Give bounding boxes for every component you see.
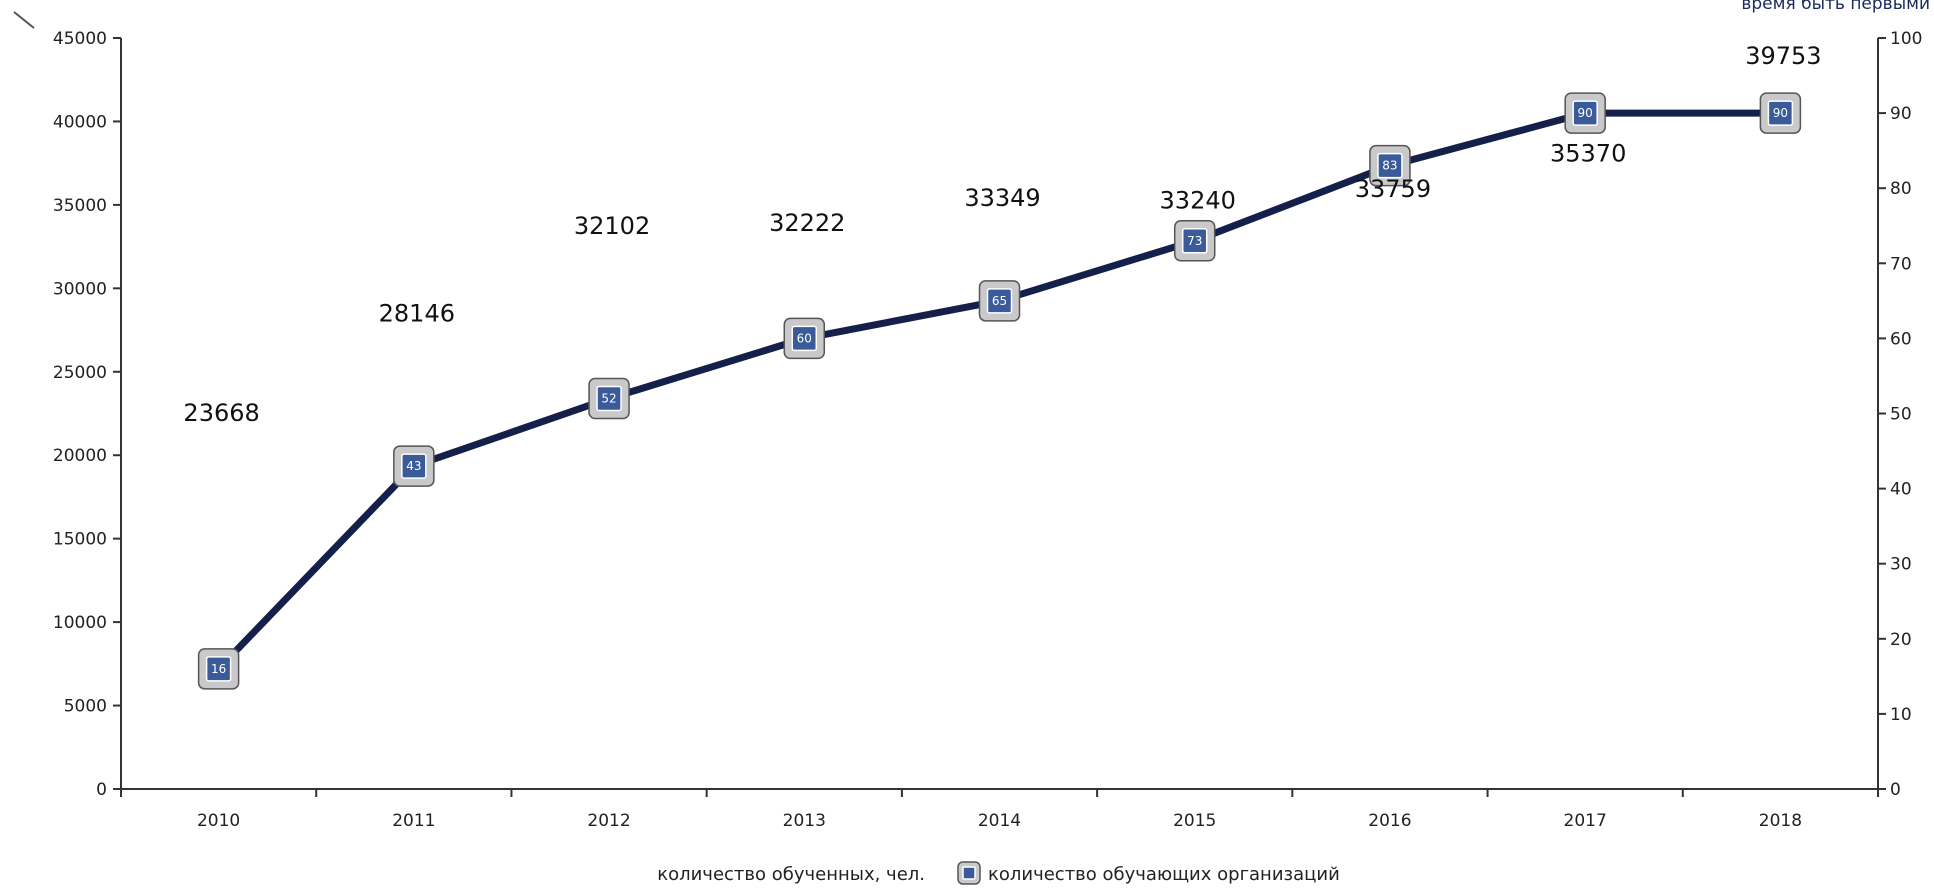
marker-value: 60 xyxy=(797,331,812,345)
data-label-trained: 33759 xyxy=(1355,175,1431,203)
x-axis: 2010 2011 2012 2013 2014 2015 2016 2017 2018 xyxy=(120,788,1879,831)
marker-value: 90 xyxy=(1773,106,1788,120)
marker-core xyxy=(205,656,232,682)
left-tick-label: 30000 xyxy=(53,279,107,299)
data-label-trained: 28146 xyxy=(379,300,455,328)
data-label-trained: 35370 xyxy=(1550,139,1626,167)
legend-label-trained: количество обученных, чел. xyxy=(657,864,925,885)
right-tick-label: 60 xyxy=(1890,329,1912,349)
left-tick-label: 5000 xyxy=(64,697,107,717)
marker-value: 16 xyxy=(211,662,226,676)
legend-marker-organizations xyxy=(957,861,981,885)
right-tick-label: 30 xyxy=(1890,555,1912,575)
x-tick-label: 2016 xyxy=(1368,811,1411,831)
left-tick-label: 0 xyxy=(96,780,107,800)
data-point-marker: 16 xyxy=(197,648,240,690)
data-point-marker: 65 xyxy=(978,280,1021,322)
left-tick-label: 45000 xyxy=(53,29,107,49)
data-point-marker: 90 xyxy=(1564,92,1606,134)
right-tick-label: 10 xyxy=(1890,705,1912,725)
data-point-marker: 90 xyxy=(1759,92,1802,134)
data-point-marker: 73 xyxy=(1173,220,1216,262)
x-tick-label: 2017 xyxy=(1564,811,1607,831)
marker-core xyxy=(1572,100,1598,126)
corner-caption: время быть первыми xyxy=(1741,0,1930,14)
x-tick-label: 2018 xyxy=(1759,811,1802,831)
left-tick-label: 35000 xyxy=(53,196,107,216)
right-tick-label: 0 xyxy=(1890,780,1901,800)
right-tick-label: 70 xyxy=(1890,254,1912,274)
corner-mark-icon xyxy=(13,11,35,29)
right-tick-label: 80 xyxy=(1890,179,1912,199)
marker-core xyxy=(791,325,818,352)
x-tick-label: 2012 xyxy=(587,811,630,831)
right-y-axis: 0 10 20 30 40 50 60 70 80 90 100 xyxy=(1877,29,1922,800)
marker-value: 73 xyxy=(1187,234,1202,248)
right-tick-label: 50 xyxy=(1890,405,1912,425)
x-tick-label: 2011 xyxy=(392,811,435,831)
left-tick-label: 15000 xyxy=(53,530,107,550)
x-tick-label: 2010 xyxy=(197,811,240,831)
marker-value: 43 xyxy=(406,459,421,473)
legend-label-organizations: количество обучающих организаций xyxy=(988,864,1340,885)
data-label-trained: 32222 xyxy=(769,209,845,237)
left-y-axis: 0 5000 10000 15000 20000 25000 30000 35000 40000… xyxy=(53,29,122,800)
left-tick-label: 20000 xyxy=(53,446,107,466)
marker-core xyxy=(1181,228,1208,254)
right-tick-label: 90 xyxy=(1890,104,1912,124)
data-point-marker: 83 xyxy=(1369,144,1411,187)
data-label-trained: 23668 xyxy=(183,399,259,427)
data-point-marker: 52 xyxy=(588,377,630,420)
x-tick-label: 2014 xyxy=(978,811,1021,831)
left-tick-label: 40000 xyxy=(53,112,107,132)
x-tick-label: 2015 xyxy=(1173,811,1216,831)
marker-core xyxy=(1377,152,1403,179)
left-tick-label: 25000 xyxy=(53,363,107,383)
series-marker-layer: 16 43 52 60 65 73 83 90 90 xyxy=(197,92,1802,690)
marker-core xyxy=(1767,100,1794,126)
right-tick-label: 40 xyxy=(1890,480,1912,500)
right-tick-label: 100 xyxy=(1890,29,1922,49)
marker-value: 52 xyxy=(601,391,616,405)
marker-value: 90 xyxy=(1578,106,1593,120)
data-point-marker: 43 xyxy=(393,445,435,487)
data-label-layer: 23668 28146 32102 32222 33349 33240 33759 35370… xyxy=(183,42,1821,427)
right-tick-label: 20 xyxy=(1890,630,1912,650)
left-tick-label: 10000 xyxy=(53,613,107,633)
marker-core xyxy=(401,453,427,479)
legend-marker-core xyxy=(962,866,976,880)
marker-core xyxy=(596,385,622,412)
marker-core xyxy=(986,288,1013,314)
data-point-marker: 60 xyxy=(783,317,826,360)
data-label-trained: 33349 xyxy=(964,184,1040,212)
marker-value: 83 xyxy=(1382,159,1397,173)
x-tick-label: 2013 xyxy=(783,811,826,831)
data-label-trained: 33240 xyxy=(1160,187,1236,215)
legend: количество обученных, чел. количество обу… xyxy=(13,11,1340,885)
data-label-trained: 32102 xyxy=(574,212,650,240)
data-label-trained: 39753 xyxy=(1745,42,1821,70)
marker-value: 65 xyxy=(992,294,1007,308)
